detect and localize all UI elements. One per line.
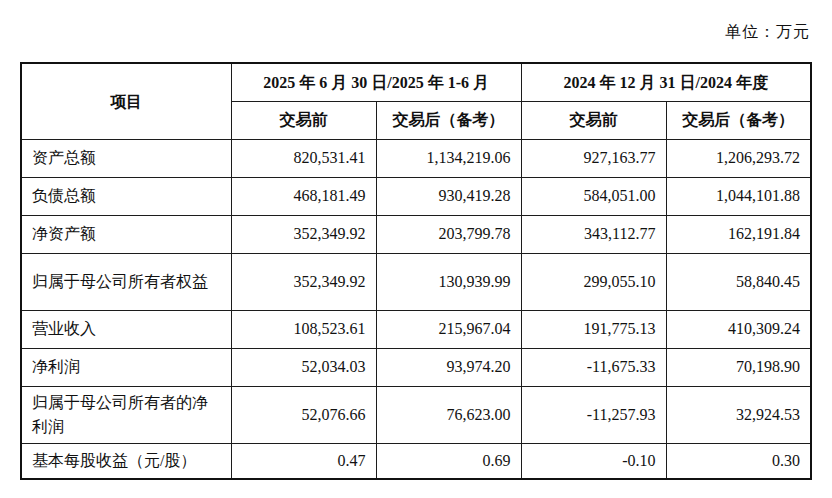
cell-value: 191,775.13 — [521, 310, 666, 348]
row-label: 基本每股收益（元/股） — [21, 443, 231, 479]
row-label: 净利润 — [21, 348, 231, 386]
cell-value: -11,675.33 — [521, 348, 666, 386]
cell-value: 410,309.24 — [666, 310, 811, 348]
header-cell-pre-2024: 交易前 — [521, 101, 666, 139]
cell-value: 108,523.61 — [231, 310, 376, 348]
cell-value: 820,531.41 — [231, 139, 376, 177]
header-cell-post-2024: 交易后（备考） — [666, 101, 811, 139]
cell-value: 0.47 — [231, 443, 376, 479]
cell-value: 215,967.04 — [376, 310, 521, 348]
cell-value: 162,191.84 — [666, 215, 811, 253]
document-page: { "page": { "unit_label": "单位：万元" }, "ta… — [0, 0, 832, 498]
row-label: 营业收入 — [21, 310, 231, 348]
cell-value: 927,163.77 — [521, 139, 666, 177]
cell-value: 352,349.92 — [231, 215, 376, 253]
cell-value: 1,206,293.72 — [666, 139, 811, 177]
cell-value: 52,034.03 — [231, 348, 376, 386]
cell-value: 299,055.10 — [521, 253, 666, 310]
cell-value: 76,623.00 — [376, 386, 521, 443]
table-row: 归属于母公司所有者权益 352,349.92 130,939.99 299,05… — [21, 253, 811, 310]
row-label: 净资产额 — [21, 215, 231, 253]
table-row: 归属于母公司所有者的净利润 52,076.66 76,623.00 -11,25… — [21, 386, 811, 443]
header-cell-pre-2025: 交易前 — [231, 101, 376, 139]
cell-value: 343,112.77 — [521, 215, 666, 253]
cell-value: 1,044,101.88 — [666, 177, 811, 215]
header-row-periods: 项目 2025 年 6 月 30 日/2025 年 1-6 月 2024 年 1… — [21, 63, 811, 101]
cell-value: 130,939.99 — [376, 253, 521, 310]
cell-value: -11,257.93 — [521, 386, 666, 443]
table-row: 基本每股收益（元/股） 0.47 0.69 -0.10 0.30 — [21, 443, 811, 479]
unit-label: 单位：万元 — [725, 22, 810, 43]
table-row: 净利润 52,034.03 93,974.20 -11,675.33 70,19… — [21, 348, 811, 386]
cell-value: 32,924.53 — [666, 386, 811, 443]
row-label: 归属于母公司所有者的净利润 — [21, 386, 231, 443]
cell-value: 0.30 — [666, 443, 811, 479]
cell-value: 352,349.92 — [231, 253, 376, 310]
cell-value: 70,198.90 — [666, 348, 811, 386]
row-label: 负债总额 — [21, 177, 231, 215]
header-cell-period-2024: 2024 年 12 月 31 日/2024 年度 — [521, 63, 811, 101]
cell-value: 0.69 — [376, 443, 521, 479]
table-row: 负债总额 468,181.49 930,419.28 584,051.00 1,… — [21, 177, 811, 215]
cell-value: 58,840.45 — [666, 253, 811, 310]
table-row: 净资产额 352,349.92 203,799.78 343,112.77 16… — [21, 215, 811, 253]
table-row: 营业收入 108,523.61 215,967.04 191,775.13 41… — [21, 310, 811, 348]
row-label: 资产总额 — [21, 139, 231, 177]
header-cell-post-2025: 交易后（备考） — [376, 101, 521, 139]
cell-value: 1,134,219.06 — [376, 139, 521, 177]
header-cell-period-2025: 2025 年 6 月 30 日/2025 年 1-6 月 — [231, 63, 521, 101]
cell-value: 930,419.28 — [376, 177, 521, 215]
header-cell-item: 项目 — [21, 63, 231, 139]
cell-value: 584,051.00 — [521, 177, 666, 215]
cell-value: 93,974.20 — [376, 348, 521, 386]
row-label: 归属于母公司所有者权益 — [21, 253, 231, 310]
cell-value: 468,181.49 — [231, 177, 376, 215]
cell-value: -0.10 — [521, 443, 666, 479]
cell-value: 52,076.66 — [231, 386, 376, 443]
financial-comparison-table: 项目 2025 年 6 月 30 日/2025 年 1-6 月 2024 年 1… — [20, 62, 812, 480]
cell-value: 203,799.78 — [376, 215, 521, 253]
table-row: 资产总额 820,531.41 1,134,219.06 927,163.77 … — [21, 139, 811, 177]
